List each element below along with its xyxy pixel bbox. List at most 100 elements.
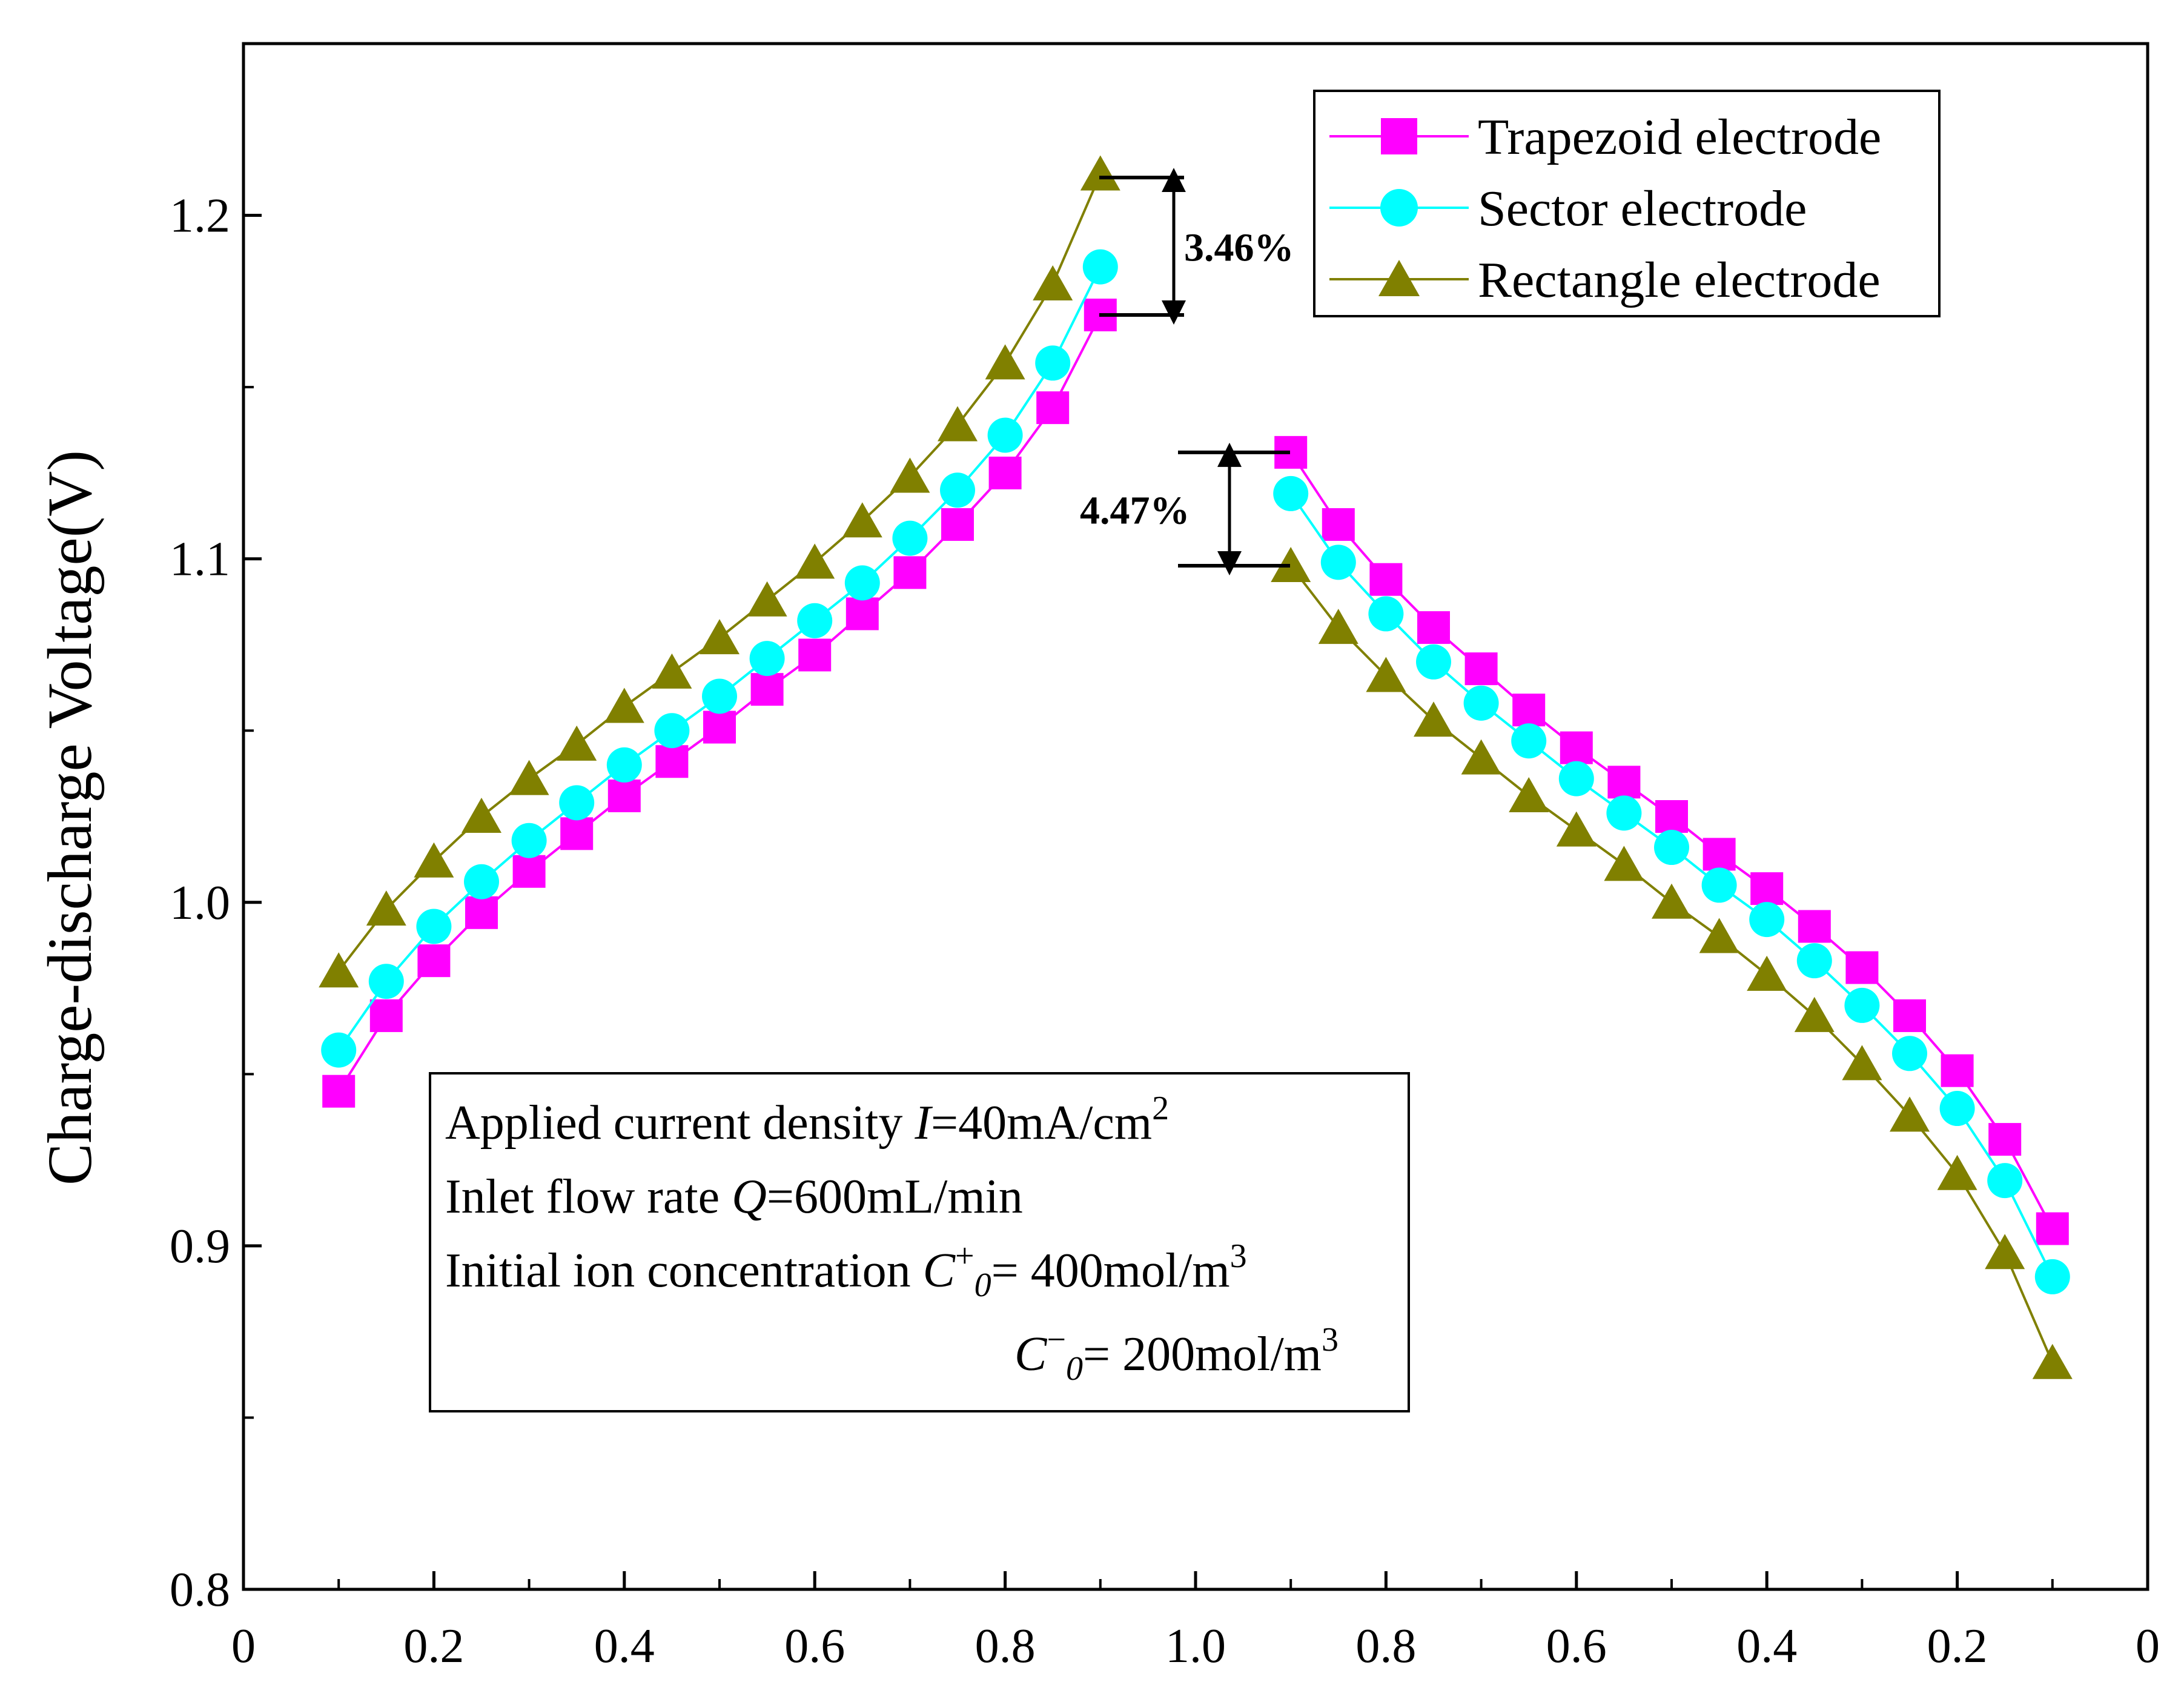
data-point-circle — [1796, 943, 1832, 979]
data-point-triangle — [1080, 155, 1120, 191]
data-point-circle — [559, 785, 595, 821]
data-point-circle — [1035, 345, 1071, 381]
data-point-circle — [416, 909, 452, 944]
data-point-circle — [1320, 545, 1356, 580]
data-point-circle — [606, 747, 642, 783]
data-point-circle — [1082, 249, 1118, 285]
data-point-triangle — [1271, 547, 1311, 583]
data-point-triangle — [747, 581, 787, 617]
data-point-square — [893, 556, 927, 589]
data-point-circle — [511, 823, 547, 858]
data-point-square — [2036, 1212, 2069, 1245]
data-point-triangle — [938, 406, 978, 442]
x-tick-label: 0.6 — [1546, 1620, 1607, 1673]
x-tick-label: 1.0 — [1165, 1620, 1226, 1673]
data-point-triangle — [795, 543, 835, 579]
condition-current-density: Applied current density I=40mA/cm2 — [445, 1090, 1169, 1150]
data-point-square — [607, 779, 641, 812]
data-point-triangle — [1556, 811, 1597, 847]
data-point-circle — [464, 864, 499, 899]
data-point-circle — [844, 565, 880, 601]
x-tick-label: 0.2 — [1927, 1620, 1988, 1673]
series-layer — [319, 155, 2073, 1379]
data-point-square — [1655, 800, 1688, 833]
data-point-circle — [940, 472, 975, 508]
data-point-circle — [1749, 902, 1785, 938]
data-point-triangle — [509, 760, 549, 795]
series-sector — [321, 249, 2070, 1294]
y-tick-label: 1.2 — [170, 190, 230, 243]
data-point-circle — [892, 520, 928, 556]
data-point-square — [655, 745, 689, 778]
legend-entry-sector: Sector electrode — [1329, 180, 1807, 237]
data-point-square — [750, 673, 784, 706]
data-point-triangle — [985, 344, 1025, 380]
data-point-triangle — [414, 842, 454, 878]
data-point-triangle — [700, 619, 740, 655]
data-point-square — [1750, 872, 1784, 906]
data-point-triangle — [1366, 657, 1406, 692]
data-point-square — [1036, 391, 1070, 425]
data-point-square — [1464, 652, 1498, 686]
axis-ticks: 0.8 0.9 1.0 1.1 1.2 0 0.2 0.4 0.6 0.8 1.0 0.8 0.6 0.4… — [170, 190, 2160, 1673]
data-point-circle — [1701, 867, 1737, 903]
series-line-charge — [337, 266, 1102, 1051]
data-point-triangle — [319, 952, 359, 988]
data-point-circle — [1273, 475, 1309, 511]
data-point-triangle — [1461, 739, 1501, 775]
conditions-box: Applied current density I=40mA/cm2 Inlet… — [429, 1072, 1410, 1412]
x-tick-label: 0.4 — [1736, 1620, 1797, 1673]
x-tick-label: 0.8 — [975, 1620, 1036, 1673]
series-line-charge — [337, 173, 1102, 972]
data-point-square — [798, 638, 832, 672]
condition-flow-rate: Inlet flow rate Q=600mL/min — [445, 1170, 1023, 1224]
y-tick-label: 1.1 — [170, 533, 230, 586]
data-point-triangle — [1747, 955, 1787, 991]
data-point-circle — [321, 1032, 357, 1068]
data-point-circle — [368, 964, 404, 999]
data-point-square — [845, 597, 879, 631]
data-point-square — [1941, 1054, 1974, 1087]
data-point-square — [1560, 731, 1593, 764]
data-point-circle — [1987, 1163, 2023, 1199]
data-point-triangle — [1033, 265, 1073, 300]
data-point-square — [322, 1075, 356, 1108]
data-point-square — [703, 710, 736, 744]
data-point-triangle — [1794, 996, 1835, 1032]
x-tick-label: 0.2 — [403, 1620, 464, 1673]
data-point-triangle — [890, 457, 930, 493]
data-point-triangle — [1652, 883, 1692, 919]
data-point-triangle — [842, 502, 882, 538]
data-point-triangle — [1699, 918, 1739, 953]
condition-anion-concentration: C−0= 200mol/m3 — [1014, 1321, 1339, 1388]
data-point-square — [1845, 951, 1879, 984]
x-tick-label: 0.8 — [1355, 1620, 1416, 1673]
legend-marker-circle — [1380, 189, 1418, 227]
legend-entry-rectangle: Rectangle electrode — [1329, 252, 1881, 308]
legend: Trapezoid electrode Sector electrode Rec… — [1313, 90, 1941, 317]
data-point-circle — [1463, 685, 1499, 721]
x-tick-label: 0 — [2136, 1620, 2160, 1673]
data-point-circle — [1416, 644, 1451, 680]
data-point-circle — [1654, 830, 1689, 866]
data-point-square — [1369, 563, 1403, 596]
legend-label-rectangle: Rectangle electrode — [1478, 252, 1881, 308]
data-point-square — [369, 999, 403, 1032]
y-tick-label: 0.8 — [170, 1563, 230, 1617]
data-point-circle — [1511, 723, 1547, 759]
data-point-triangle — [1937, 1154, 1977, 1190]
x-tick-label: 0.6 — [784, 1620, 845, 1673]
data-point-circle — [1939, 1091, 1975, 1127]
legend-label-trapezoid: Trapezoid electrode — [1478, 109, 1881, 165]
data-point-triangle — [604, 687, 644, 723]
data-point-circle — [1844, 987, 1880, 1023]
data-point-triangle — [1414, 701, 1454, 737]
data-point-square — [1322, 508, 1355, 541]
data-point-circle — [987, 417, 1023, 453]
x-tick-label: 0 — [231, 1620, 256, 1673]
annotation-layer: 3.46% 4.47% — [1080, 168, 1294, 576]
data-point-triangle — [1842, 1045, 1882, 1081]
y-axis-title: Charge-discharge Voltage(V) — [35, 450, 105, 1185]
x-tick-label: 0.4 — [594, 1620, 655, 1673]
data-point-circle — [1558, 761, 1594, 796]
